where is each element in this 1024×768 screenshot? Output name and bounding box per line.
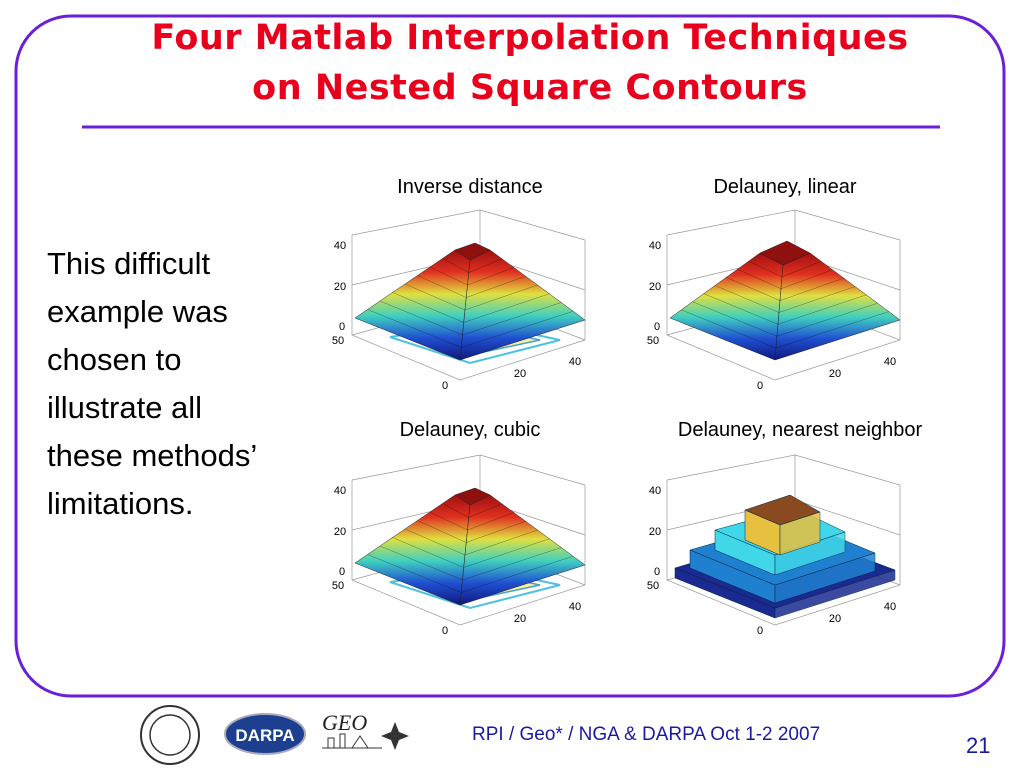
mesh-line — [379, 300, 562, 336]
tick-label: 0 — [757, 625, 763, 637]
surface-plot: 40 20 0 50 0 20 40 — [647, 209, 901, 392]
rpi-seal-inner — [149, 714, 191, 756]
mesh-line — [429, 511, 514, 531]
mesh-line — [726, 277, 844, 301]
darpa-logo — [224, 713, 306, 755]
mesh-line — [429, 266, 514, 286]
body-line: chosen to — [47, 342, 182, 377]
mesh-line — [379, 545, 562, 581]
mesh-line — [714, 285, 856, 313]
surface-top — [454, 487, 491, 506]
mesh-line — [737, 269, 833, 289]
tick-label: 40 — [334, 240, 346, 252]
tick-label: 0 — [757, 380, 763, 392]
surface-plot: 40 20 0 50 0 20 40 — [332, 209, 586, 392]
title-line: Four Matlab Interpolation Techniques — [151, 18, 909, 58]
tick-label: 0 — [654, 566, 660, 578]
mesh-line — [417, 520, 526, 543]
geo-text: GEO — [322, 710, 367, 735]
tick-label: 50 — [332, 580, 344, 592]
tick-label: 0 — [442, 380, 448, 392]
tick-label: 40 — [334, 485, 346, 497]
body-line: these methods’ — [47, 438, 258, 473]
mesh-line — [681, 309, 889, 349]
tick-label: 20 — [334, 526, 346, 538]
geo-skyline — [322, 733, 382, 749]
body-line: example was — [47, 294, 228, 329]
tick-label: 20 — [514, 368, 526, 380]
tick-label: 50 — [332, 335, 344, 347]
body-text: This difficult example was chosen to ill… — [47, 240, 257, 528]
tick-label: 40 — [569, 601, 581, 613]
tick-label: 50 — [647, 580, 659, 592]
slide-border — [14, 14, 1006, 698]
mesh-line — [748, 260, 822, 278]
surface-top — [454, 242, 491, 261]
tick-label: 40 — [569, 356, 581, 368]
step-top — [744, 494, 821, 526]
mesh-line — [392, 292, 550, 323]
mesh-line — [692, 301, 878, 337]
tick-label: 40 — [884, 601, 896, 613]
plot-title: Delauney, cubic — [399, 419, 541, 441]
mesh-line — [442, 503, 502, 518]
mesh-line — [367, 554, 574, 593]
tick-label: 0 — [442, 625, 448, 637]
mesh-line — [392, 537, 550, 568]
tick-label: 20 — [649, 281, 661, 293]
plot-title: Delauney, nearest neighbor — [677, 419, 923, 441]
tick-label: 40 — [649, 240, 661, 252]
tick-label: 50 — [647, 335, 659, 347]
body-line: illustrate all — [47, 390, 203, 425]
darpa-text: DARPA — [235, 726, 294, 745]
title-line: on Nested Square Contours — [252, 68, 808, 108]
mesh-line — [417, 275, 526, 298]
plot-title: Delauney, linear — [713, 176, 857, 198]
mesh-line — [404, 528, 538, 556]
body-line: limitations. — [47, 486, 194, 521]
tick-label: 20 — [334, 281, 346, 293]
tick-label: 40 — [884, 356, 896, 368]
tick-label: 20 — [829, 613, 841, 625]
geo-compass — [381, 722, 409, 750]
page-number: 21 — [966, 733, 991, 758]
plot-title: Inverse distance — [397, 176, 543, 198]
tick-label: 20 — [514, 613, 526, 625]
tick-label: 0 — [339, 321, 345, 333]
surface-plot: 40 20 0 50 0 20 40 — [332, 454, 586, 637]
footer-text: RPI / Geo* / NGA & DARPA Oct 1-2 2007 — [472, 724, 821, 745]
tick-label: 20 — [829, 368, 841, 380]
body-line: This difficult — [47, 246, 211, 281]
mesh-line — [367, 309, 574, 348]
surface-plot: 40 20 0 50 0 20 40 — [647, 454, 901, 637]
mesh-line — [703, 293, 867, 325]
tick-label: 20 — [649, 526, 661, 538]
tick-label: 40 — [649, 485, 661, 497]
tick-label: 0 — [654, 321, 660, 333]
mesh-line — [404, 283, 538, 311]
surface-top — [759, 240, 811, 266]
mesh-line — [442, 258, 502, 273]
tick-label: 0 — [339, 566, 345, 578]
plots: 40 20 0 50 0 20 40 40 20 0 50 0 20 40 40 20 0 50 0 20 40 40 20… — [332, 209, 901, 637]
